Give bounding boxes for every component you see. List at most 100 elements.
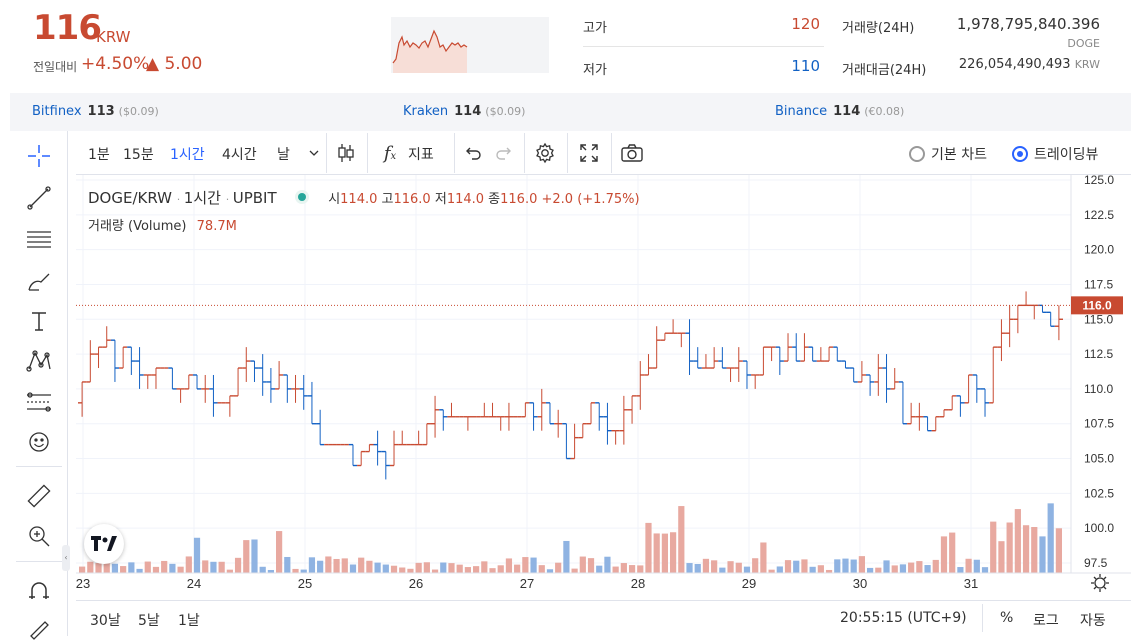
volume-bar xyxy=(998,541,1005,573)
ruler-icon[interactable] xyxy=(24,481,54,511)
price-bar xyxy=(291,374,300,403)
price-bar xyxy=(824,346,834,362)
price-bar xyxy=(78,381,87,417)
legend-interval: 1시간 xyxy=(183,189,221,207)
price-bar xyxy=(833,346,842,362)
volume-bar xyxy=(103,563,110,573)
pattern-icon[interactable] xyxy=(24,346,54,376)
timeframe-1h[interactable]: 1시간 xyxy=(170,147,205,163)
horizontal-lines-icon[interactable] xyxy=(24,224,54,254)
chart-grid xyxy=(76,175,1071,573)
price-bar xyxy=(800,333,809,362)
function-icon[interactable]: fx xyxy=(383,142,397,164)
volume-bar xyxy=(596,565,603,573)
price-tick-label: 105.0 xyxy=(1084,452,1114,466)
price-bar xyxy=(414,430,423,446)
volume-bar xyxy=(79,566,86,573)
volume-bar xyxy=(333,558,340,573)
price-bar xyxy=(816,347,825,362)
auto-toggle[interactable]: 자동 xyxy=(1080,613,1106,629)
volume-bar xyxy=(981,567,989,573)
trade-amount: 226,054,490,493 KRW xyxy=(958,57,1100,72)
zoom-in-icon[interactable] xyxy=(24,521,54,551)
fullscreen-icon[interactable] xyxy=(577,141,601,165)
volume-bar xyxy=(883,560,890,573)
text-tool-icon[interactable] xyxy=(24,306,54,336)
volume-bar xyxy=(358,557,365,573)
log-toggle[interactable]: 로그 xyxy=(1033,613,1059,629)
toolbar-separator xyxy=(367,133,368,173)
trend-line-icon[interactable] xyxy=(24,183,54,213)
gear-icon[interactable] xyxy=(533,141,557,165)
timeframe-1m[interactable]: 1분 xyxy=(88,147,110,163)
tradingview-logo[interactable] xyxy=(84,524,124,564)
volume-bar xyxy=(202,560,209,573)
price-bar xyxy=(742,360,752,389)
exchange-bitfinex[interactable]: Bitfinex 113 ($0.09) xyxy=(32,104,159,119)
volume-bar xyxy=(505,558,513,573)
range-30d[interactable]: 30날 xyxy=(90,613,121,629)
brush-icon[interactable] xyxy=(24,265,54,295)
volume-bar xyxy=(374,562,381,573)
volume-bar xyxy=(407,568,414,573)
volume-bar xyxy=(292,568,299,573)
time-axis[interactable]: 23 24 25 26 27 28 29 30 31 xyxy=(76,576,978,591)
exchange-kraken[interactable]: Kraken 114 ($0.09) xyxy=(403,104,526,119)
basic-chart-option[interactable]: 기본 차트 xyxy=(909,144,987,164)
crosshair-icon[interactable] xyxy=(24,141,54,171)
range-1d[interactable]: 1날 xyxy=(178,613,200,629)
volume-bar xyxy=(719,567,726,573)
volume-bar xyxy=(267,569,274,573)
mini-price-chart xyxy=(391,17,549,73)
camera-icon[interactable] xyxy=(620,141,644,165)
candle-style-icon[interactable] xyxy=(334,141,358,165)
toolbar-separator xyxy=(326,133,327,173)
legend-ohlc: 시114.0 고116.0 저114.0 종116.0 +2.0 (+1.75%… xyxy=(328,192,640,207)
exchange-binance[interactable]: Binance 114 (€0.08) xyxy=(775,104,905,119)
timeframe-4h[interactable]: 4시간 xyxy=(222,147,257,163)
volume-bar xyxy=(809,566,816,573)
percent-toggle[interactable]: % xyxy=(1000,610,1014,626)
undo-icon[interactable] xyxy=(461,141,485,165)
price-axis[interactable]: 125.0 122.5 120.0 117.5 115.0 112.5 110.0 107.5… xyxy=(1084,173,1114,570)
volume-bar xyxy=(784,560,792,573)
chevron-down-icon[interactable] xyxy=(302,141,326,165)
timeframe-15m[interactable]: 15분 xyxy=(123,147,154,163)
redo-icon[interactable] xyxy=(492,141,516,165)
price-bar xyxy=(1021,291,1031,307)
chart-canvas[interactable]: 125.0 122.5 120.0 117.5 115.0 112.5 110.0 107.5… xyxy=(76,173,1131,600)
trading-view-option[interactable]: 트레이딩뷰 xyxy=(1012,144,1098,164)
price-bar xyxy=(398,430,407,446)
volume-bar xyxy=(161,560,168,573)
price-bar xyxy=(841,360,850,369)
pencil-lock-icon[interactable] xyxy=(24,613,54,643)
price-bar xyxy=(980,388,990,417)
high-value: 120 xyxy=(791,15,820,33)
drawing-toolbar xyxy=(10,131,68,640)
price-tick-label: 117.5 xyxy=(1084,277,1113,291)
forecast-icon[interactable] xyxy=(24,387,54,417)
legend-exchange: UPBIT xyxy=(232,189,277,207)
price-chart[interactable]: 125.0 122.5 120.0 117.5 115.0 112.5 110.0 107.5… xyxy=(76,173,1131,600)
volume-bar xyxy=(973,559,980,573)
emoji-icon[interactable] xyxy=(24,427,54,457)
timeframe-day[interactable]: 날 xyxy=(277,147,290,163)
axis-settings-icon[interactable] xyxy=(1091,574,1109,592)
volume-bar xyxy=(514,564,521,573)
magnet-icon[interactable] xyxy=(24,576,54,606)
price-bar xyxy=(1038,304,1047,314)
bottom-separator xyxy=(982,604,983,632)
volume-bar xyxy=(752,558,759,573)
price-bar xyxy=(586,402,596,425)
market-status-icon xyxy=(295,190,310,204)
price-bar xyxy=(693,347,702,369)
range-5d[interactable]: 5날 xyxy=(138,613,160,629)
volume-bar xyxy=(415,562,422,573)
volume-bar xyxy=(218,561,225,573)
collapse-toolbar-button[interactable]: ‹ xyxy=(62,545,70,571)
toolbar-divider xyxy=(16,561,62,562)
indicators-button[interactable]: 지표 xyxy=(408,147,434,163)
volume-bar xyxy=(489,568,496,573)
price-bar xyxy=(521,402,530,418)
price-tick-label: 125.0 xyxy=(1084,175,1114,187)
